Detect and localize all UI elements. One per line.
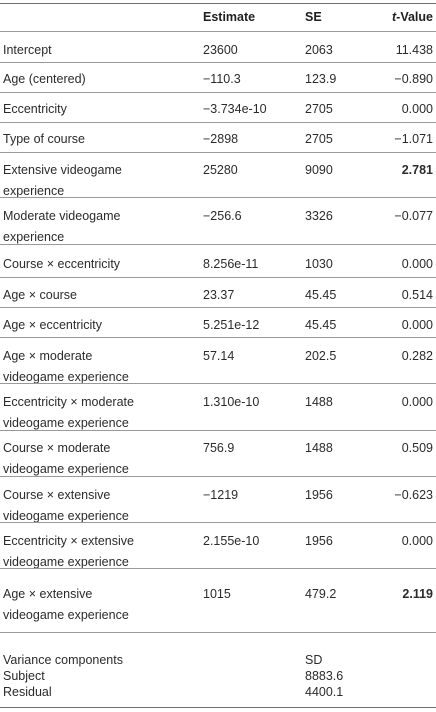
row-estimate: −1219 — [203, 488, 239, 502]
row-estimate: 1015 — [203, 587, 231, 601]
row-t-value: 0.509 — [401, 441, 433, 455]
header-estimate: Estimate — [203, 10, 256, 24]
row-divider — [0, 62, 436, 63]
row-estimate: 57.14 — [203, 349, 235, 363]
row-divider — [0, 152, 436, 153]
row-se: 45.45 — [305, 288, 337, 302]
variance-value-subject: 8883.6 — [305, 669, 344, 683]
variance-title: Variance components — [3, 653, 123, 667]
row-divider — [0, 383, 436, 384]
row-t-value: 11.438 — [395, 43, 433, 57]
row-se: 45.45 — [305, 318, 337, 332]
row-se: 202.5 — [305, 349, 337, 363]
top-rule — [0, 3, 436, 4]
row-label-line-1: Age × moderate — [3, 349, 93, 363]
header-t-rest: -Value — [396, 10, 433, 24]
header-se: SE — [305, 10, 322, 24]
row-label-line-1: Course × extensive — [3, 488, 111, 502]
row-divider — [0, 430, 436, 431]
row-divider — [0, 337, 436, 338]
row-label: Type of course — [3, 132, 85, 146]
row-divider — [0, 277, 436, 278]
row-t-value: 0.514 — [401, 288, 433, 302]
row-label-line-2: experience — [3, 230, 65, 244]
row-se: 1488 — [305, 441, 333, 455]
row-t-value: 0.000 — [401, 257, 433, 271]
row-divider — [0, 568, 436, 569]
row-label: Age (centered) — [3, 72, 86, 86]
row-se: 479.2 — [305, 587, 337, 601]
bottom-rule — [0, 707, 436, 708]
row-label-line-2: videogame experience — [3, 416, 129, 430]
row-label: Course × eccentricity — [3, 257, 121, 271]
row-estimate: 5.251e-12 — [203, 318, 260, 332]
row-label-line-1: Extensive videogame — [3, 163, 122, 177]
row-t-value: 2.781 — [401, 163, 433, 177]
row-se: 2705 — [305, 132, 333, 146]
row-label-line-1: Eccentricity × extensive — [3, 534, 134, 548]
row-estimate: 756.9 — [203, 441, 235, 455]
row-t-value: −1.071 — [394, 132, 433, 146]
row-estimate: −3.734e-10 — [203, 102, 267, 116]
variance-sd-header: SD — [305, 653, 323, 667]
variance-label-residual: Residual — [3, 685, 52, 699]
row-divider — [0, 632, 436, 633]
row-t-value: −0.890 — [394, 72, 433, 86]
row-t-value: 0.000 — [401, 395, 433, 409]
row-divider — [0, 197, 436, 198]
row-label: Eccentricity — [3, 102, 67, 116]
row-divider — [0, 122, 436, 123]
row-t-value: −0.077 — [394, 209, 433, 223]
row-label-line-2: videogame experience — [3, 608, 129, 622]
row-label-line-2: experience — [3, 184, 65, 198]
row-estimate: 1.310e-10 — [203, 395, 260, 409]
row-t-value: −0.623 — [394, 488, 433, 502]
row-label: Intercept — [3, 43, 52, 57]
row-se: 9090 — [305, 163, 333, 177]
row-t-value: 0.000 — [401, 102, 433, 116]
variance-value-residual: 4400.1 — [305, 685, 344, 699]
row-label-line-1: Moderate videogame — [3, 209, 121, 223]
row-label-line-1: Course × moderate — [3, 441, 111, 455]
header-t-italic: t — [392, 10, 397, 24]
row-label: Age × eccentricity — [3, 318, 103, 332]
row-divider — [0, 244, 436, 245]
row-se: 1030 — [305, 257, 333, 271]
row-t-value: 0.282 — [401, 349, 433, 363]
row-label-line-2: videogame experience — [3, 370, 129, 384]
row-t-value: 0.000 — [401, 318, 433, 332]
row-se: 1956 — [305, 488, 333, 502]
row-se: 1488 — [305, 395, 333, 409]
row-label-line-1: Age × extensive — [3, 587, 93, 601]
row-estimate: 25280 — [203, 163, 238, 177]
row-se: 2705 — [305, 102, 333, 116]
row-label: Age × course — [3, 288, 78, 302]
row-estimate: 8.256e-11 — [203, 257, 259, 271]
row-label-line-2: videogame experience — [3, 462, 129, 476]
header-t-value: t-Value — [392, 7, 433, 27]
row-divider — [0, 476, 436, 477]
row-t-value: 0.000 — [401, 534, 433, 548]
row-se: 2063 — [305, 43, 333, 57]
row-estimate: −110.3 — [203, 72, 241, 86]
row-estimate: −256.6 — [203, 209, 242, 223]
row-se: 123.9 — [305, 72, 337, 86]
row-se: 1956 — [305, 534, 333, 548]
row-label-line-2: videogame experience — [3, 509, 129, 523]
row-se: 3326 — [305, 209, 333, 223]
row-estimate: 23600 — [203, 43, 238, 57]
row-estimate: 23.37 — [203, 288, 235, 302]
row-label-line-2: videogame experience — [3, 555, 129, 569]
row-divider — [0, 307, 436, 308]
row-divider — [0, 92, 436, 93]
row-estimate: −2898 — [203, 132, 239, 146]
variance-label-subject: Subject — [3, 669, 45, 683]
row-label-line-1: Eccentricity × moderate — [3, 395, 134, 409]
row-divider — [0, 522, 436, 523]
row-t-value: 2.119 — [402, 587, 433, 601]
row-estimate: 2.155e-10 — [203, 534, 260, 548]
header-rule — [0, 31, 436, 32]
